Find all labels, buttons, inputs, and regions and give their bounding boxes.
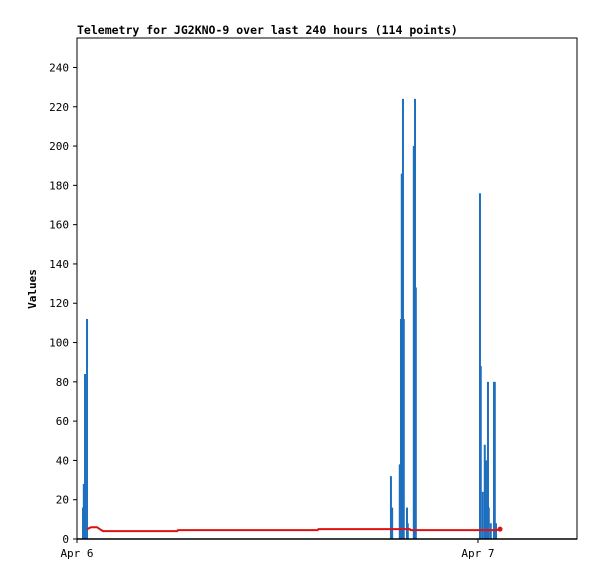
y-axis-label: Values: [26, 269, 39, 309]
y-tick-label: 200: [49, 140, 69, 153]
y-tick-label: 40: [56, 454, 69, 467]
y-tick-label: 140: [49, 258, 69, 271]
y-tick-label: 60: [56, 415, 69, 428]
data-line: [86, 526, 501, 533]
y-tick-label: 0: [62, 533, 69, 546]
y-tick-label: 100: [49, 337, 69, 350]
y-tick-label: 240: [49, 61, 69, 74]
x-tick-label: Apr 7: [461, 547, 494, 560]
x-tick-label: Apr 6: [60, 547, 93, 560]
y-tick-label: 220: [49, 101, 69, 114]
y-tick-label: 120: [49, 297, 69, 310]
y-tick-label: 160: [49, 219, 69, 232]
chart-title: Telemetry for JG2KNO-9 over last 240 hou…: [77, 23, 458, 37]
y-tick-label: 20: [56, 494, 69, 507]
data-point: [497, 526, 503, 532]
y-tick-label: 180: [49, 179, 69, 192]
y-tick-label: 80: [56, 376, 69, 389]
